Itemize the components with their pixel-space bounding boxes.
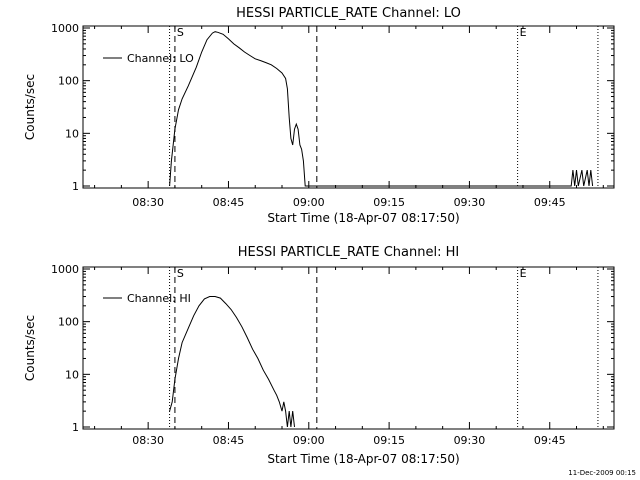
x-tick-label: 08:30 xyxy=(132,196,164,209)
series-line xyxy=(169,31,594,187)
y-tick-label: 1 xyxy=(72,180,79,193)
legend-label: Channel: LO xyxy=(127,52,194,65)
x-tick-label: 09:15 xyxy=(373,434,405,447)
x-tick-label: 08:45 xyxy=(213,196,245,209)
plot-frame xyxy=(82,25,615,189)
series-line xyxy=(169,296,295,428)
x-tick-label: 09:15 xyxy=(373,196,405,209)
chart-title: HESSI PARTICLE_RATE Channel: LO xyxy=(236,6,461,21)
x-tick-label: 08:45 xyxy=(213,434,245,447)
y-tick-label: 1 xyxy=(72,421,79,434)
y-axis-label: Counts/sec xyxy=(23,315,37,381)
y-tick-label: 100 xyxy=(58,316,79,329)
chart-title: HESSI PARTICLE_RATE Channel: HI xyxy=(238,245,459,260)
x-tick-label: 09:45 xyxy=(534,434,566,447)
legend-label: Channel: HI xyxy=(127,292,191,305)
x-tick-label: 09:45 xyxy=(534,196,566,209)
y-tick-label: 10 xyxy=(65,127,79,140)
x-tick-label: 09:30 xyxy=(454,434,486,447)
event-marker-label: S xyxy=(177,267,184,280)
y-axis-label: Counts/sec xyxy=(23,74,37,140)
chart-panel-1: HESSI PARTICLE_RATE Channel: LO 1 10 100 100… xyxy=(23,6,615,225)
plot-frame xyxy=(82,266,615,430)
y-tick-label: 100 xyxy=(58,75,79,88)
x-axis-label: Start Time (18-Apr-07 08:17:50) xyxy=(267,452,459,466)
y-tick-label: 10 xyxy=(65,368,79,381)
footer-date: 11-Dec-2009 00:15 xyxy=(568,469,636,477)
x-tick-label: 08:30 xyxy=(132,434,164,447)
x-tick-label: 09:00 xyxy=(293,434,325,447)
event-marker-label: E xyxy=(520,26,527,39)
x-axis-label: Start Time (18-Apr-07 08:17:50) xyxy=(267,211,459,225)
x-tick-label: 09:30 xyxy=(454,196,486,209)
event-marker-label: S xyxy=(177,26,184,39)
y-tick-label: 1000 xyxy=(51,263,79,276)
x-tick-label: 09:00 xyxy=(293,196,325,209)
event-marker-label: E xyxy=(520,267,527,280)
y-tick-label: 1000 xyxy=(51,22,79,35)
chart-panel-2: HESSI PARTICLE_RATE Channel: HI 1 10 100 100… xyxy=(23,245,615,466)
